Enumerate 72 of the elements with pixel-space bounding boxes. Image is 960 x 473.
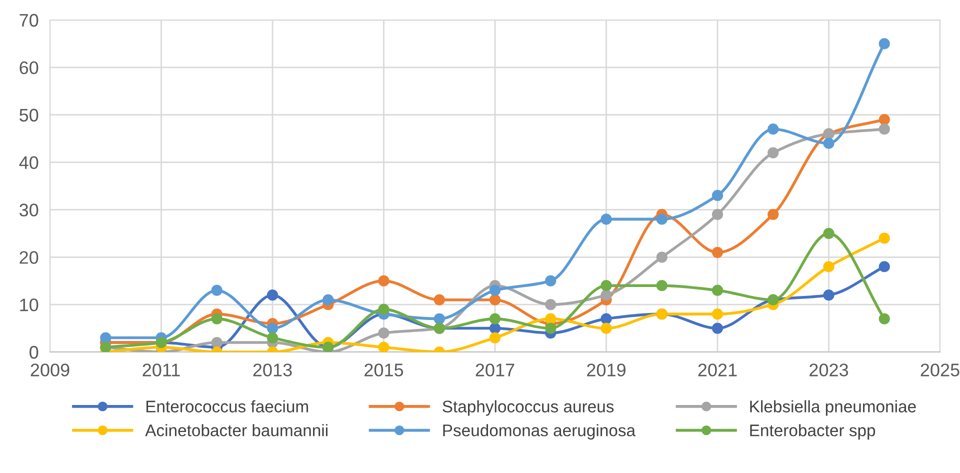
- point: [878, 114, 890, 126]
- point: [378, 342, 390, 352]
- point: [878, 38, 890, 50]
- y-tick-label: 20: [20, 251, 38, 264]
- point: [266, 332, 278, 344]
- legend-label: Klebsiella pneumoniae: [750, 400, 916, 416]
- legend-label: Staphylococcus aureus: [442, 400, 614, 416]
- point: [211, 336, 222, 348]
- point: [434, 313, 445, 324]
- y-tick-label: 0: [30, 346, 38, 359]
- point: [823, 138, 834, 149]
- point: [545, 322, 556, 334]
- y-tick-label: 60: [20, 61, 38, 74]
- point: [378, 275, 390, 286]
- point: [656, 214, 668, 225]
- legend-label: Enterobacter spp: [750, 424, 876, 440]
- x-tick-label: 2025: [920, 364, 960, 376]
- point: [211, 284, 222, 296]
- point: [600, 290, 612, 301]
- point: [489, 294, 501, 306]
- point: [378, 327, 390, 339]
- point: [712, 284, 724, 296]
- point: [266, 290, 278, 301]
- y-tick-label: 10: [20, 298, 38, 312]
- y-tick-label: 70: [20, 14, 38, 27]
- x-tick-label: 2017: [476, 364, 514, 376]
- y-tick-label: 30: [19, 204, 38, 216]
- point: [322, 294, 334, 306]
- point: [656, 280, 668, 292]
- point: [211, 313, 222, 324]
- point: [600, 280, 612, 292]
- point: [712, 308, 724, 320]
- point: [489, 313, 501, 324]
- point: [545, 313, 556, 324]
- point: [712, 246, 724, 258]
- x-tick-label: 2023: [810, 364, 848, 376]
- legend-label: Pseudomonas aeruginosa: [443, 424, 636, 440]
- x-tick-label: 2013: [253, 364, 292, 376]
- point: [434, 294, 445, 306]
- point: [878, 232, 890, 244]
- x-tick-label: 2011: [142, 364, 180, 376]
- x-tick-label: 2021: [698, 364, 737, 376]
- point: [600, 322, 612, 334]
- point: [600, 313, 612, 324]
- point: [656, 252, 668, 263]
- x-tick-label: 2019: [587, 364, 626, 376]
- point: [878, 124, 890, 135]
- point: [712, 322, 724, 334]
- y-tick-label: 50: [20, 108, 38, 122]
- point: [823, 290, 834, 301]
- x-tick-label: 2015: [364, 364, 404, 376]
- point: [489, 332, 501, 344]
- point: [712, 208, 724, 220]
- point: [712, 190, 724, 202]
- legend-label: Acinetobacter baumannii: [145, 424, 328, 436]
- point: [768, 208, 779, 220]
- x-tick-label: 2009: [30, 364, 70, 376]
- point: [545, 275, 556, 286]
- point: [768, 124, 779, 135]
- point: [100, 332, 112, 344]
- y-tick-label: 40: [19, 156, 38, 170]
- legend-label: Enterococcus faecium: [146, 400, 308, 412]
- point: [878, 261, 890, 272]
- point: [878, 313, 890, 324]
- point: [489, 284, 501, 296]
- point: [545, 299, 556, 310]
- point: [378, 304, 390, 315]
- point: [266, 322, 278, 334]
- point: [768, 147, 779, 158]
- point: [823, 261, 834, 272]
- point: [600, 214, 612, 225]
- point: [823, 228, 834, 239]
